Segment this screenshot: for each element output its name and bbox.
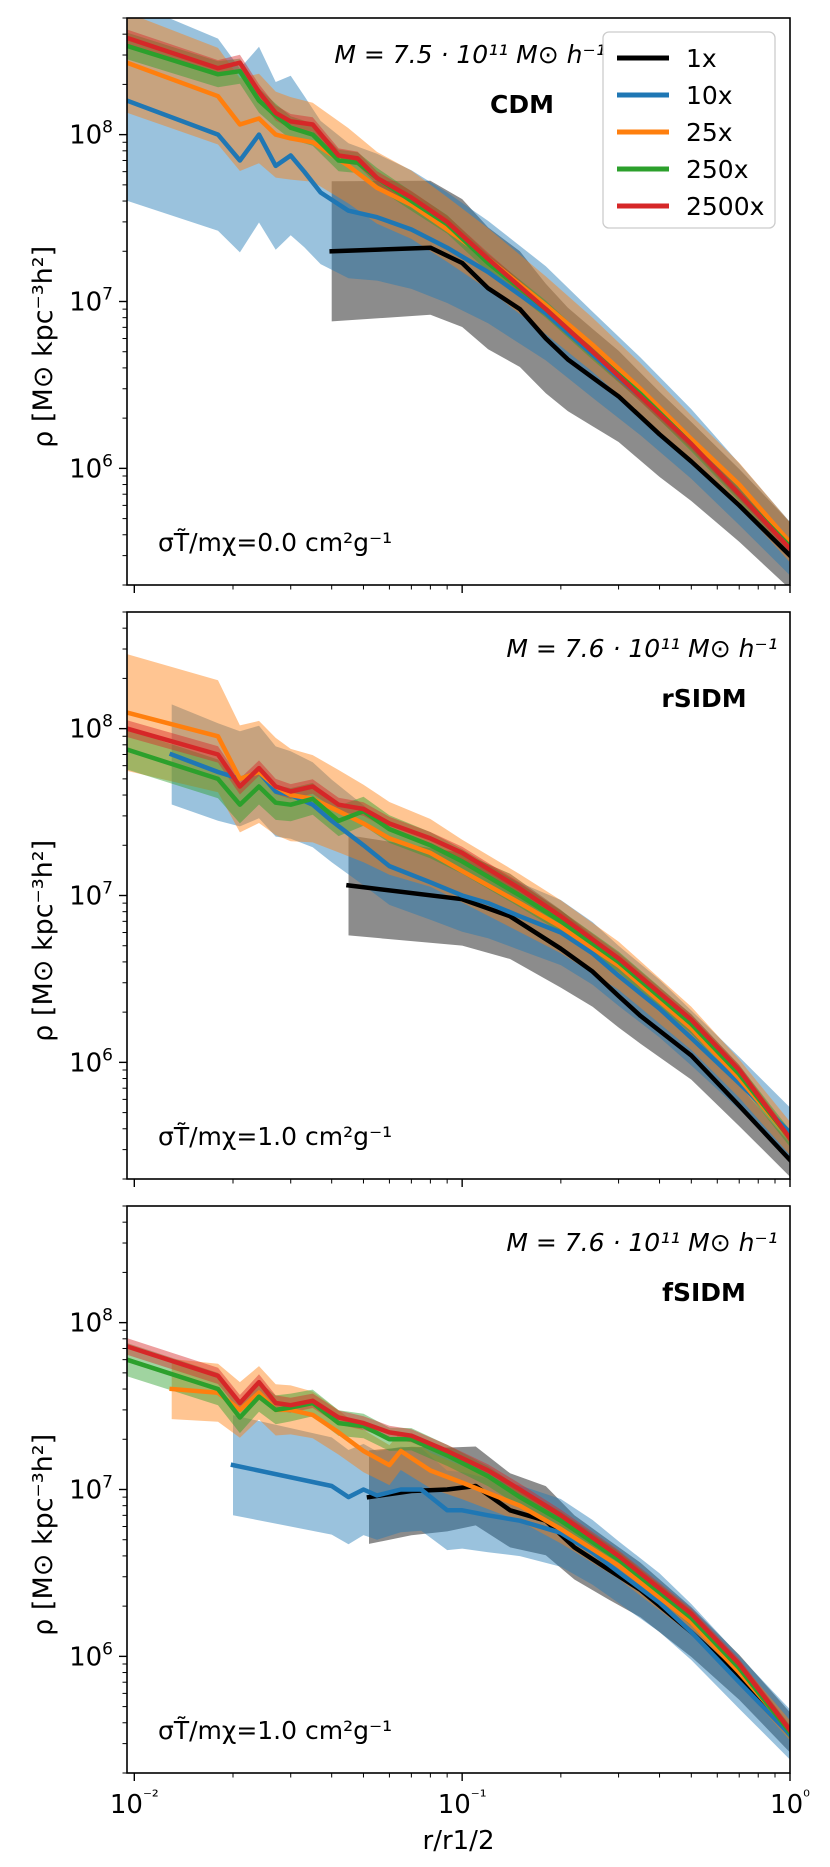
legend-entry-1x: 1x bbox=[686, 44, 717, 73]
mass-label: M = 7.6 · 10¹¹ M⊙ h⁻¹ bbox=[506, 634, 777, 663]
legend-entry-2500x: 2500x bbox=[686, 192, 764, 221]
series-band-1x bbox=[348, 835, 790, 1177]
panel-cdm: 106 107 108 ρ [M⊙ kpc⁻³h²] M = 7.5 · 10¹¹ M⊙… bbox=[28, 17, 791, 593]
mass-label: M = 7.6 · 10¹¹ M⊙ h⁻¹ bbox=[506, 1228, 777, 1257]
y-tick-label: 106 bbox=[69, 451, 113, 484]
series-line-1x bbox=[329, 245, 790, 559]
y-tick-label: 106 bbox=[69, 1045, 113, 1078]
series-line-250x bbox=[127, 1357, 790, 1736]
legend-entry-25x: 25x bbox=[686, 118, 733, 147]
y-tick-label: 107 bbox=[69, 1473, 113, 1506]
y-tick-label: 108 bbox=[69, 118, 113, 151]
series-band-25x bbox=[127, 654, 790, 1156]
y-tick-label: 108 bbox=[69, 712, 113, 745]
series-line-2500x bbox=[127, 1344, 790, 1734]
series-band-1x bbox=[369, 1446, 790, 1753]
y-tick-label: 107 bbox=[69, 285, 113, 318]
cross-section-annotation: σT̃/mχ=1.0 cm²g⁻¹ bbox=[158, 1716, 392, 1745]
x-tick-label: 10⁻¹ bbox=[438, 1787, 487, 1820]
y-axis-label: ρ [M⊙ kpc⁻³h²] bbox=[28, 246, 59, 448]
legend: 1x 10x 25x 250x 2500x bbox=[602, 31, 776, 229]
series-band-1x bbox=[331, 180, 790, 585]
panel-rsidm: 106 107 108 ρ [M⊙ kpc⁻³h²] M = 7.6 · 10¹¹ M⊙… bbox=[28, 611, 791, 1187]
x-tick-label: 10⁰ bbox=[770, 1787, 810, 1820]
series-line-25x bbox=[127, 60, 790, 546]
y-axis-label: ρ [M⊙ kpc⁻³h²] bbox=[28, 1434, 59, 1636]
y-tick-label: 106 bbox=[69, 1639, 113, 1672]
y-tick-label: 107 bbox=[69, 879, 113, 912]
series-line-10x bbox=[230, 1462, 790, 1738]
panel-fsidm: 106 107 108 10⁻² 10⁻¹ 10⁰ ρ [M⊙ kpc⁻³h²] r/r1/2… bbox=[28, 1205, 810, 1856]
x-tick-label: 10⁻² bbox=[110, 1787, 159, 1820]
legend-entry-10x: 10x bbox=[686, 81, 733, 110]
legend-entry-250x: 250x bbox=[686, 155, 749, 184]
model-label: CDM bbox=[490, 90, 554, 119]
plot-area bbox=[127, 18, 790, 585]
legend-box bbox=[602, 31, 776, 229]
series-line-2500x bbox=[127, 726, 790, 1142]
plot-area bbox=[127, 654, 790, 1177]
model-label: fSIDM bbox=[662, 1278, 746, 1307]
series-line-1x bbox=[345, 882, 790, 1164]
cross-section-annotation: σT̃/mχ=1.0 cm²g⁻¹ bbox=[158, 1122, 392, 1151]
plot-area bbox=[127, 1338, 790, 1760]
series-line-250x bbox=[127, 747, 790, 1142]
cross-section-annotation: σT̃/mχ=0.0 cm²g⁻¹ bbox=[158, 528, 392, 557]
series-band-25x bbox=[127, 18, 790, 563]
series-line-2500x bbox=[127, 35, 790, 552]
mass-label: M = 7.5 · 10¹¹ M⊙ h⁻¹ bbox=[334, 40, 605, 69]
y-axis-label: ρ [M⊙ kpc⁻³h²] bbox=[28, 840, 59, 1042]
x-axis-label: r/r1/2 bbox=[423, 1826, 495, 1856]
series-band-10x bbox=[233, 1415, 790, 1760]
model-label: rSIDM bbox=[661, 684, 746, 713]
series-line-25x bbox=[169, 1386, 790, 1734]
y-tick-label: 108 bbox=[69, 1306, 113, 1339]
